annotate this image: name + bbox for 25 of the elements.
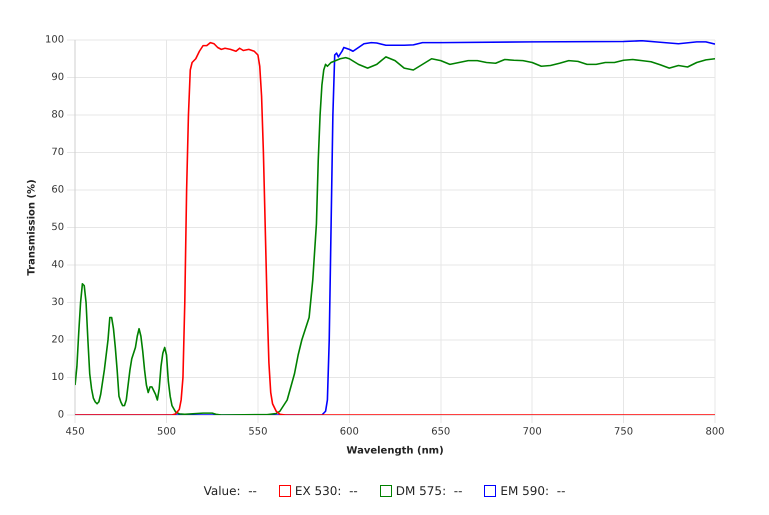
y-tick-label: 40 [51, 260, 64, 271]
x-tick-label: 450 [66, 426, 85, 438]
y-tick-label: 30 [51, 297, 64, 308]
x-tick-label: 550 [248, 426, 268, 438]
x-tick-label: 750 [614, 426, 634, 438]
y-tick-label: 100 [44, 34, 64, 46]
x-tick-label: 650 [431, 426, 450, 438]
y-tick-label: 10 [51, 372, 64, 384]
y-tick-label: 60 [51, 184, 64, 196]
legend-label: EM 590: -- [500, 484, 566, 498]
x-tick-label: 800 [705, 426, 725, 438]
legend-label: DM 575: -- [396, 484, 462, 498]
text: Value: -- [204, 484, 257, 498]
x-tick-label: 500 [156, 426, 176, 438]
legend-label: EX 530: -- [294, 484, 358, 498]
y-tick-label: 70 [51, 147, 64, 158]
y-tick-label: 20 [51, 334, 64, 346]
x-axis-title: Wavelength (nm) [346, 446, 444, 457]
x-tick-label: 600 [340, 426, 359, 438]
y-axis-title: Transmission (%) [26, 179, 38, 276]
y-tick-label: 0 [58, 410, 64, 421]
y-tick-label: 50 [51, 222, 64, 234]
y-tick-label: 80 [51, 110, 64, 121]
x-tick-label: 700 [522, 426, 542, 438]
y-tick-label: 90 [51, 72, 64, 84]
